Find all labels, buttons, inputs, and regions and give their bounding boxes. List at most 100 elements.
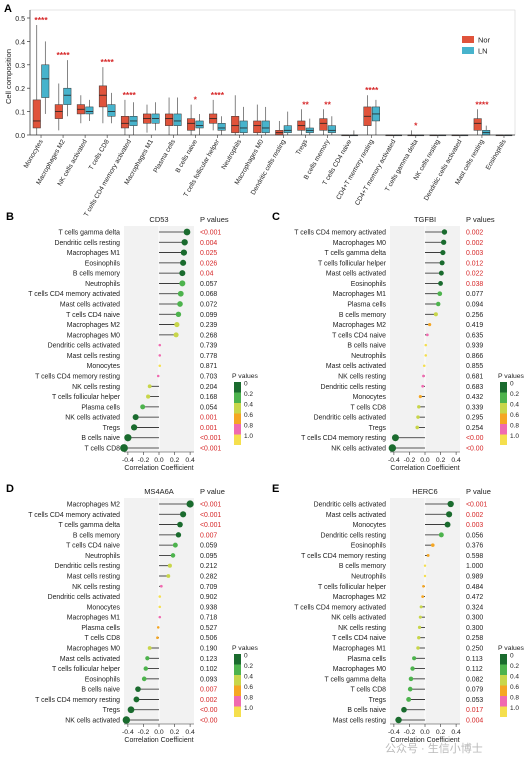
- lollipop-row: T cells CD4 memory resting 0.598: [301, 553, 483, 560]
- lollipop-row: Dendritic cells resting 0.212: [55, 563, 218, 570]
- p-value-label: 0.003: [466, 522, 483, 529]
- box-nor: [253, 120, 262, 133]
- legend-color-segment: [234, 696, 241, 707]
- lollipop-dot: [145, 656, 150, 661]
- x-axis-label: Correlation Coefficient: [390, 737, 459, 744]
- lollipop-dot: [141, 676, 147, 682]
- lollipop-dot: [426, 553, 430, 557]
- significance-label: ****: [56, 50, 70, 60]
- lollipop-dot: [412, 656, 417, 661]
- row-label: T cells CD4 memory activated: [294, 230, 386, 237]
- x-tick-label: 0.4: [185, 729, 195, 736]
- p-value-label: 0.472: [466, 594, 483, 601]
- row-label: T cells CD4 memory resting: [301, 553, 386, 560]
- row-label: T cells CD4 memory resting: [35, 374, 120, 381]
- lollipop-row: Macrophages M0 0.002: [333, 239, 483, 247]
- lollipop-row: T cells CD4 memory activated 0.068: [28, 290, 217, 298]
- lollipop-row: Mast cells activated 0.072: [60, 301, 217, 309]
- legend-color-segment: [234, 382, 241, 393]
- legend-tick-label: 0.2: [244, 663, 253, 670]
- lollipop-row: T cells CD8 <0.001: [85, 444, 221, 453]
- legend-color-segment: [500, 392, 507, 403]
- x-tick-label: 0.2: [436, 729, 446, 736]
- p-values-header: P value: [200, 487, 225, 496]
- lollipop-row: T cells CD4 naive 0.059: [66, 543, 217, 550]
- lollipop-dot: [421, 595, 425, 598]
- lollipop-row: T cells CD4 memory activated <0.001: [28, 511, 221, 519]
- legend-tick-label: 0.2: [510, 391, 519, 398]
- p-value-label: <0.00: [200, 707, 218, 714]
- lollipop-dot: [180, 511, 187, 518]
- legend-tick-label: 0.8: [244, 695, 253, 702]
- row-label: Macrophages M2: [67, 502, 120, 509]
- row-label: Dendritic cells activated: [48, 343, 121, 350]
- x-tick-label: Monocytes: [23, 138, 45, 170]
- y-tick-label: 0.2: [15, 86, 25, 93]
- row-label: B cells memory: [339, 312, 387, 319]
- p-value-label: 0.102: [200, 666, 217, 673]
- p-value-label: 0.002: [200, 697, 217, 704]
- row-label: Plasma cells: [81, 625, 120, 632]
- lollipop-dot: [446, 511, 453, 518]
- row-label: Dendritic cells activated: [48, 594, 121, 601]
- lollipop-dot: [417, 636, 421, 640]
- panel-b: B CD53 P values T cells gamma delta <0.001 De…: [6, 211, 259, 472]
- lollipop-dot: [415, 425, 420, 430]
- legend-color-segment: [500, 424, 507, 435]
- lollipop-row: T cells CD4 naive 0.635: [332, 332, 483, 339]
- lollipop-row: Eosinophils 0.038: [351, 281, 484, 288]
- row-label: Mast cells resting: [67, 574, 120, 581]
- significance-label: **: [324, 99, 331, 109]
- p-value-label: <0.001: [200, 230, 221, 237]
- x-tick-label: 0.4: [451, 457, 461, 464]
- lollipop-dot: [135, 686, 141, 692]
- lollipop-dot: [418, 615, 422, 619]
- legend-tick-label: 0.8: [244, 423, 253, 430]
- significance-label: *: [414, 120, 418, 130]
- legend-color-segment: [234, 654, 241, 665]
- lollipop-row: T cells follicular helper 0.484: [318, 584, 483, 591]
- box-nor: [120, 116, 129, 129]
- lollipop-row: T cells CD4 memory activated 0.002: [294, 229, 483, 237]
- lollipop-row: T cells follicular helper 0.012: [318, 260, 483, 267]
- legend-color-segment: [500, 413, 507, 424]
- lollipop-dot: [158, 595, 162, 598]
- lollipop-row: T cells gamma delta 0.003: [324, 249, 483, 257]
- p-value-label: <0.00: [200, 718, 218, 725]
- legend-tick-label: 0.4: [244, 402, 253, 409]
- legend-color-segment: [234, 664, 241, 675]
- p-value-label: 0.038: [466, 281, 483, 288]
- p-value-label: 0.123: [200, 656, 217, 663]
- legend-color-segment: [500, 403, 507, 414]
- lollipop-row: Mast cells activated 0.123: [60, 656, 218, 663]
- legend-label-nor: Nor: [478, 36, 491, 45]
- row-label: Mast cells activated: [60, 302, 120, 309]
- box-ln: [107, 104, 116, 117]
- legend-swatch-ln: [462, 47, 474, 54]
- lollipop-dot: [410, 666, 415, 671]
- box-ln: [63, 87, 72, 105]
- lollipop-row: Macrophages M1 0.025: [67, 249, 217, 257]
- legend-title: P values: [232, 373, 259, 380]
- p-value-label: 0.902: [200, 594, 217, 601]
- legend-tick-label: 0: [244, 653, 248, 660]
- lollipop-row: Tregs 0.053: [369, 697, 484, 704]
- legend-color-segment: [234, 403, 241, 414]
- p-value-label: 0.007: [200, 687, 217, 694]
- lollipop-dot: [132, 414, 139, 421]
- lollipop-dot: [173, 332, 179, 338]
- x-tick-label: 0.2: [170, 457, 180, 464]
- lollipop-row: Mast cells activated 0.022: [326, 271, 484, 278]
- lollipop-row: Dendritic cells activated 0.739: [48, 343, 218, 350]
- panel-label: E: [272, 483, 279, 495]
- lollipop-row: Mast cells activated 0.002: [326, 511, 483, 519]
- legend-color-segment: [500, 654, 507, 665]
- lollipop-dot: [170, 553, 176, 558]
- x-tick-label: -0.4: [122, 457, 134, 464]
- row-label: Tregs: [369, 697, 387, 704]
- p-value-label: 0.112: [466, 666, 483, 673]
- lollipop-row: T cells gamma delta <0.001: [58, 521, 221, 529]
- x-tick-label: CD4+T memory activated: [354, 138, 398, 207]
- lollipop-row: Neutrophils 0.989: [351, 574, 483, 581]
- lollipop-row: Dendritic cells activated 0.295: [314, 415, 484, 422]
